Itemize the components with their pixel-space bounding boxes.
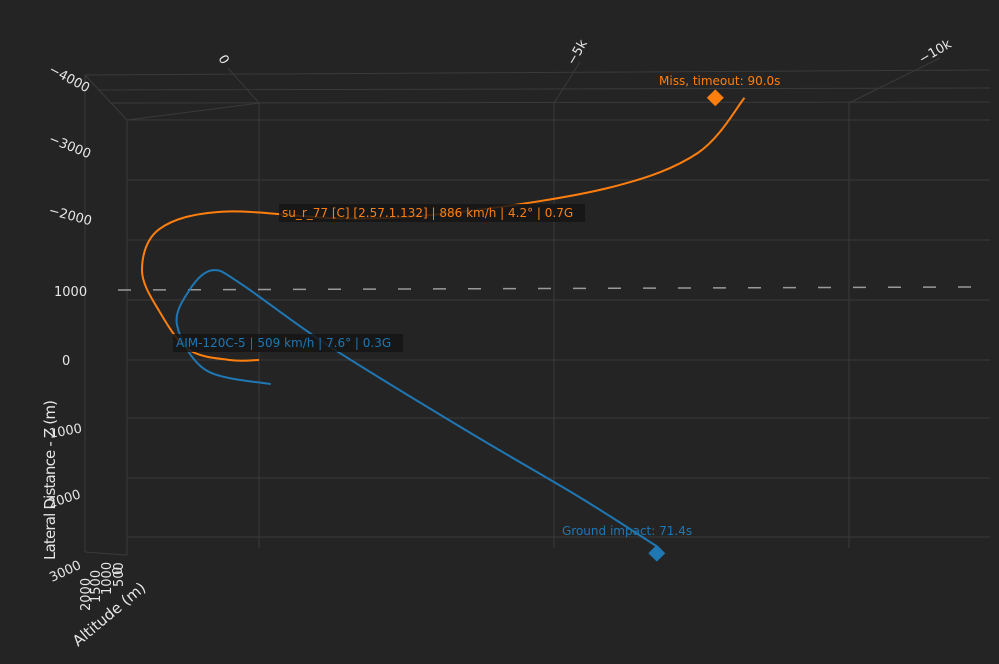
y-tick-2: 1000 bbox=[100, 562, 115, 595]
series-label-su_r_77: su_r_77 [C] [2.57.1.132] | 886 km/h | 4.… bbox=[279, 204, 585, 222]
x-tick-0: 0 bbox=[215, 53, 232, 68]
y-axis: 0 500 1000 1500 2000 Altitude (m) bbox=[69, 562, 149, 650]
y-tick-0: 0 bbox=[111, 567, 126, 575]
z-axis-title: Lateral Distance - Z (m) bbox=[41, 400, 59, 560]
x-tick-1: −5k bbox=[564, 37, 591, 68]
z-tick-2: −2000 bbox=[47, 203, 93, 229]
z-tick-3: 1000 bbox=[54, 285, 87, 300]
y-tick-3: 1500 bbox=[89, 570, 104, 603]
z-tick-0: −4000 bbox=[46, 62, 92, 96]
series-label-text-aim-120c-5: AIM-120C-5 | 509 km/h | 7.6° | 0.3G bbox=[176, 336, 391, 350]
z-tick-1: −3000 bbox=[47, 132, 93, 162]
x-tick-2: −10k bbox=[917, 37, 955, 68]
y-tick-1: 500 bbox=[112, 562, 127, 587]
z-axis: −4000 −3000 −2000 1000 0 1000 2000 3000 … bbox=[41, 62, 93, 585]
series-label-text-su_r_77: su_r_77 [C] [2.57.1.132] | 886 km/h | 4.… bbox=[282, 206, 573, 220]
end-label-miss: Miss, timeout: 90.0s bbox=[659, 74, 780, 88]
z-tick-5: 1000 bbox=[48, 421, 83, 442]
series-label-aim-120c-5: AIM-120C-5 | 509 km/h | 7.6° | 0.3G bbox=[173, 334, 403, 352]
end-marker-miss bbox=[706, 89, 724, 107]
end-marker-ground-impact bbox=[648, 544, 666, 562]
grid-frame bbox=[84, 57, 991, 556]
series-line-aim-120c-5 bbox=[175, 269, 658, 548]
end-label-ground-impact: Ground impact: 71.4s bbox=[562, 524, 692, 538]
y-tick-4: 2000 bbox=[79, 578, 94, 611]
z-tick-4: 0 bbox=[62, 354, 70, 369]
series-line-su_r_77 bbox=[140, 97, 746, 362]
reference-line bbox=[117, 286, 976, 291]
x-axis: 0 −5k −10k bbox=[215, 37, 955, 68]
